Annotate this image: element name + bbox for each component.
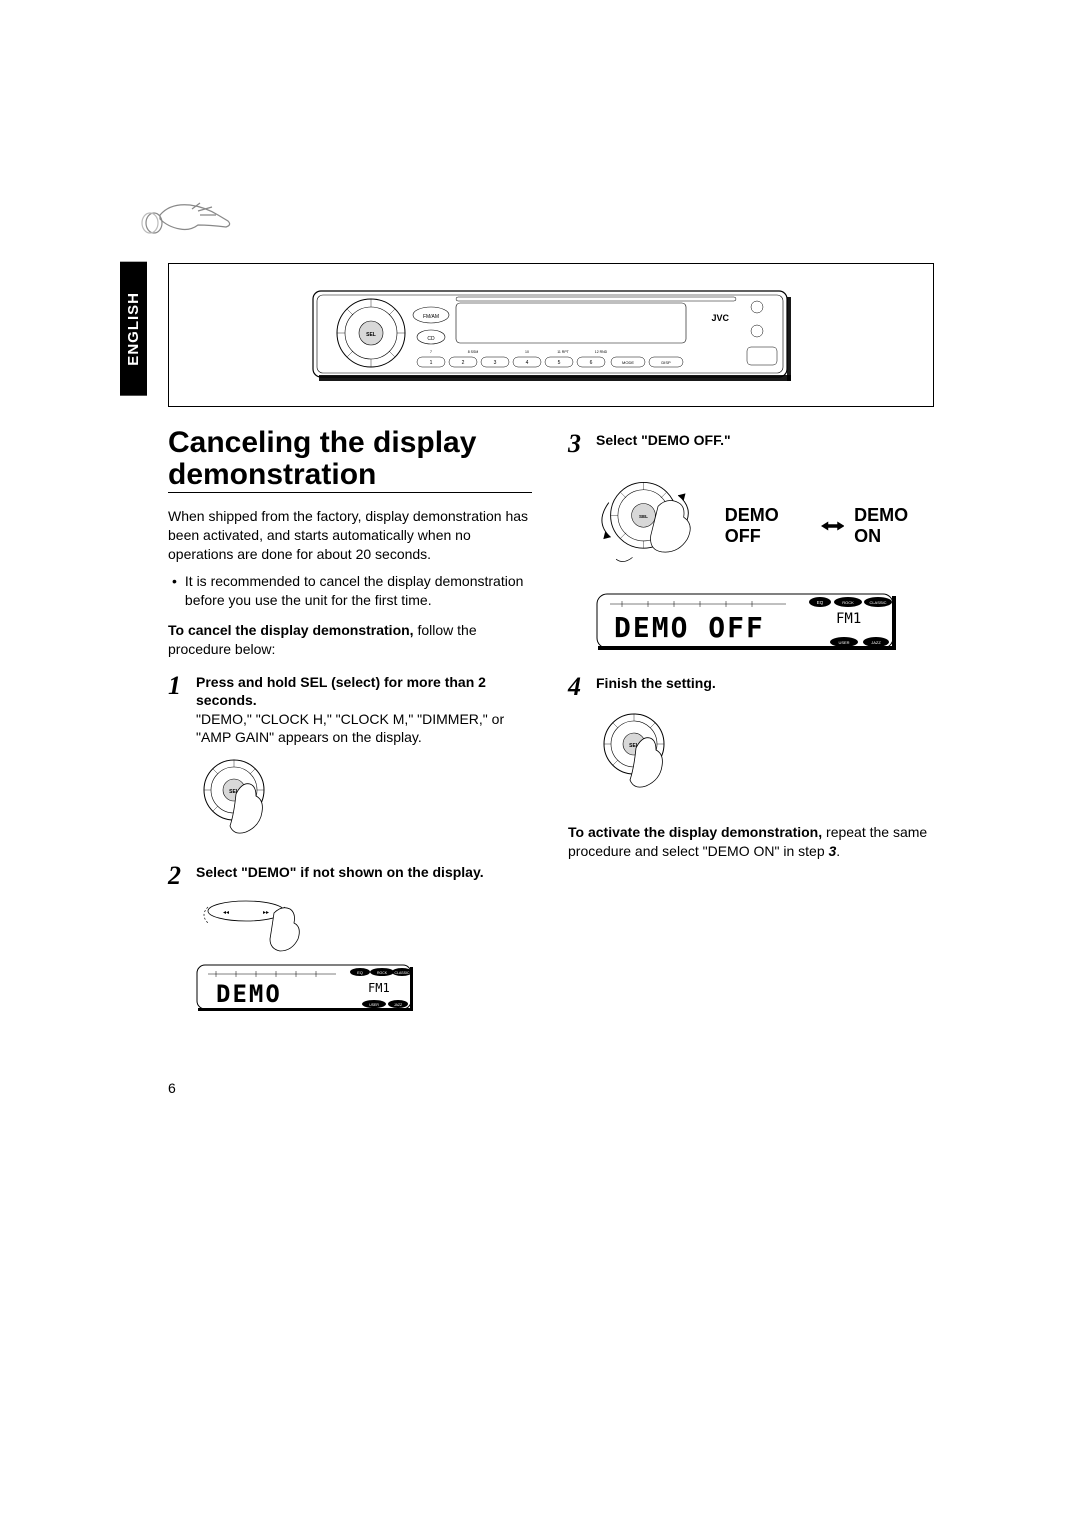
- step-4: 4 Finish the setting.: [568, 674, 932, 700]
- svg-text:CLASSIC: CLASSIC: [869, 600, 886, 605]
- svg-text:7: 7: [430, 350, 432, 354]
- demo-on-label: DEMO ON: [854, 505, 932, 547]
- svg-text:ROCK: ROCK: [377, 971, 388, 975]
- svg-text:JAZZ: JAZZ: [871, 640, 881, 645]
- svg-text:SEL: SEL: [639, 514, 648, 519]
- double-arrow-icon: [821, 520, 845, 532]
- svg-text:CD: CD: [427, 336, 435, 342]
- svg-text:FM1: FM1: [368, 981, 390, 995]
- step-1-figure: SEL: [196, 754, 532, 849]
- svg-text:EQ: EQ: [357, 970, 363, 975]
- svg-text:11 RPT: 11 RPT: [557, 350, 569, 354]
- step-3: 3 Select "DEMO OFF.": [568, 431, 932, 457]
- svg-text:DEMO OFF: DEMO OFF: [614, 611, 765, 644]
- step-2-figure: ◂◂ ▸▸: [196, 897, 532, 1017]
- intro-text: When shipped from the factory, display d…: [168, 507, 532, 564]
- step-1: 1 Press and hold SEL (select) for more t…: [168, 673, 532, 746]
- section-title: Canceling the display demonstration: [168, 427, 532, 490]
- svg-text:4: 4: [526, 360, 529, 366]
- right-column: 3 Select "DEMO OFF." SEL: [568, 427, 932, 1031]
- svg-text:JVC: JVC: [711, 313, 729, 323]
- svg-text:1: 1: [430, 360, 433, 366]
- svg-text:FM/AM: FM/AM: [423, 314, 439, 320]
- page-number: 6: [168, 1080, 176, 1096]
- svg-text:6: 6: [590, 360, 593, 366]
- step-2: 2 Select "DEMO" if not shown on the disp…: [168, 863, 532, 889]
- svg-text:FM1: FM1: [836, 611, 861, 627]
- svg-text:CLASSIC: CLASSIC: [395, 971, 410, 975]
- language-tab: ENGLISH: [120, 262, 147, 396]
- left-column: Canceling the display demonstration When…: [168, 427, 532, 1031]
- recommendation-bullet: • It is recommended to cancel the displa…: [168, 572, 532, 610]
- svg-text:DISP: DISP: [661, 360, 671, 365]
- svg-text:▸▸: ▸▸: [263, 910, 269, 916]
- svg-text:12 RND: 12 RND: [595, 350, 608, 354]
- demo-off-label: DEMO OFF: [725, 505, 811, 547]
- svg-text:10: 10: [525, 350, 529, 354]
- svg-text:DEMO: DEMO: [216, 980, 282, 1008]
- svg-text:8 SSM: 8 SSM: [468, 350, 479, 354]
- svg-text:JAZZ: JAZZ: [394, 1003, 403, 1007]
- svg-text:USER: USER: [838, 640, 849, 645]
- lcd-demo-off: DEMO OFF FM1 EQ ROCK CLASSIC USER JAZZ: [596, 593, 896, 651]
- follow-text: To cancel the display demonstration, fol…: [168, 621, 532, 659]
- reactivate-text: To activate the display demonstration, r…: [568, 823, 932, 861]
- step-3-figure: SEL DEMO O: [596, 465, 932, 573]
- svg-text:EQ: EQ: [817, 600, 824, 605]
- svg-text:3: 3: [494, 360, 497, 366]
- svg-text:ROCK: ROCK: [842, 600, 854, 605]
- step-4-figure: SEL: [596, 708, 932, 803]
- svg-text:◂◂: ◂◂: [223, 910, 229, 916]
- hand-pointer-icon: [140, 195, 240, 245]
- svg-text:5: 5: [558, 360, 561, 366]
- svg-text:2: 2: [462, 360, 465, 366]
- svg-text:SEL: SEL: [366, 332, 376, 338]
- svg-text:USER: USER: [369, 1003, 379, 1007]
- svg-text:MODE: MODE: [622, 360, 634, 365]
- radio-illustration: SEL FM/AM CD JVC 1: [168, 263, 934, 407]
